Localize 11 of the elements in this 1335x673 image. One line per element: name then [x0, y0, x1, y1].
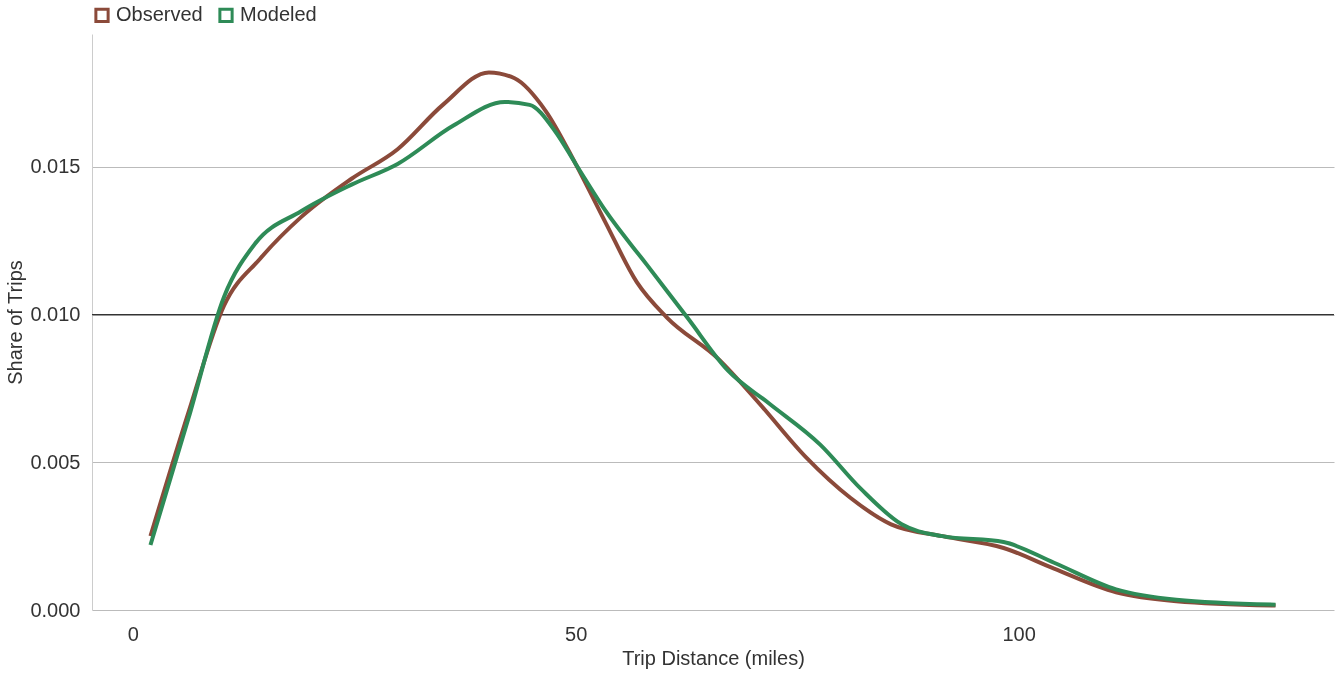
legend-label: Observed	[116, 3, 203, 26]
legend-label: Modeled	[240, 3, 317, 26]
y-tick-label: 0.005	[30, 450, 81, 473]
x-tick-label: 0	[127, 622, 139, 645]
x-tick-label: 50	[565, 622, 588, 645]
y-axis-title: Share of Trips	[4, 260, 27, 385]
y-tick-label: 0.015	[30, 155, 81, 178]
y-tick-label: 0.000	[30, 598, 81, 621]
x-axis-title: Trip Distance (miles)	[622, 646, 805, 669]
y-tick-label: 0.010	[30, 303, 81, 326]
x-tick-label: 100	[1002, 622, 1036, 645]
